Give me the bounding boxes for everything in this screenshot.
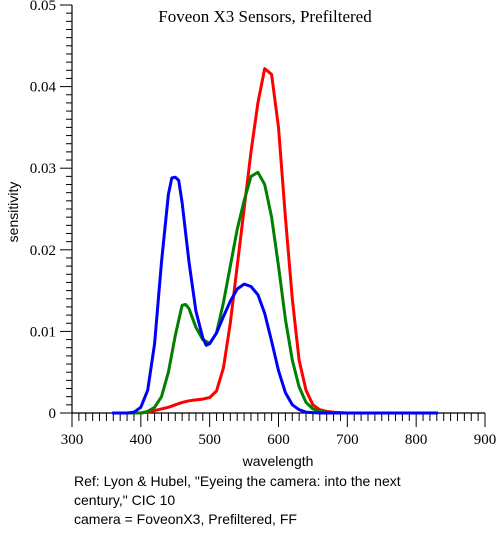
x-tick-label: 300 [61,432,84,448]
x-tick-label: 400 [130,432,153,448]
series-lines [111,67,439,415]
tick-labels: 300 400 500 600 700 800 900 0 0.01 0.02 0.03 0.04 0.… [30,0,497,448]
x-axis-label: wavelength [242,453,314,469]
chart-title: Foveon X3 Sensors, Prefiltered [158,7,372,26]
x-tick-label: 900 [474,432,497,448]
reference-caption: Ref: Lyon & Hubel, "Eyeing the camera: i… [74,472,494,529]
series-line-2 [111,170,439,415]
x-tick-label: 700 [336,432,359,448]
y-tick-label: 0.05 [30,0,56,14]
caption-line-3: camera = FoveonX3, Prefiltered, FF [74,511,297,527]
x-tick-label: 500 [198,432,221,448]
series-line-3 [111,175,439,415]
y-axis-label: sensitivity [5,182,21,243]
y-tick-label: 0 [49,406,57,422]
y-tick-label: 0.04 [30,80,57,96]
y-tick-label: 0.01 [30,324,56,340]
caption-line-2: century," CIC 10 [74,492,176,508]
y-tick-label: 0.02 [30,243,56,259]
y-tick-label: 0.03 [30,161,56,177]
x-tick-label: 600 [267,432,290,448]
sensitivity-chart: Foveon X3 Sensors, Prefiltered sensitivi… [5,0,497,469]
axes [71,5,485,414]
x-tick-label: 800 [405,432,428,448]
caption-line-1: Ref: Lyon & Hubel, "Eyeing the camera: i… [74,473,401,489]
